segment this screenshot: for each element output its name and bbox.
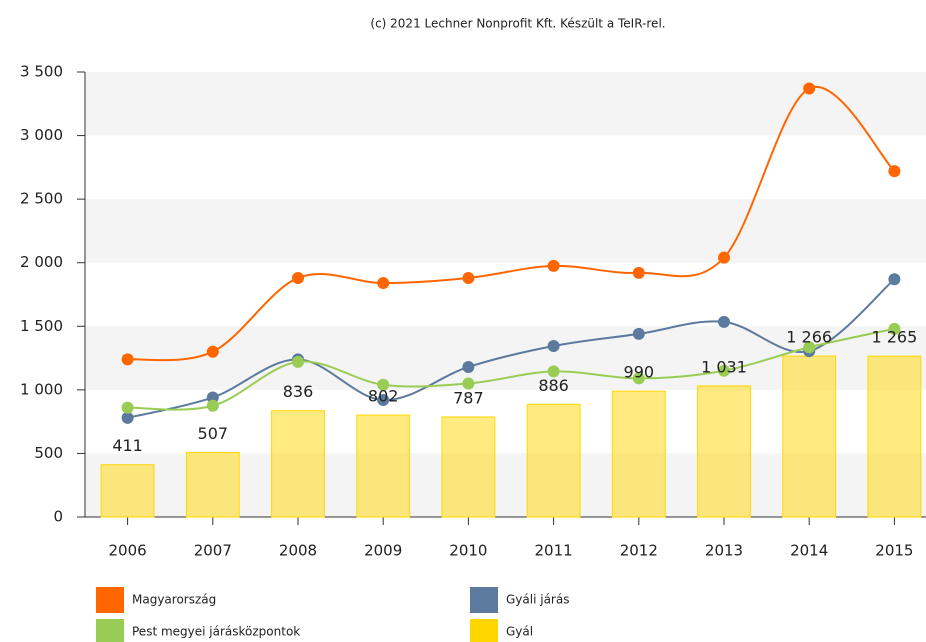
y-tick-label: 1 000 [20, 380, 63, 398]
value-label: 1 031 [701, 357, 747, 376]
line-marker [888, 322, 901, 335]
line [127, 85, 896, 362]
line-marker [547, 339, 560, 352]
line-marker [718, 315, 730, 328]
bar [611, 390, 666, 518]
y-tick-label: 1 500 [20, 317, 63, 335]
line-marker [547, 365, 560, 378]
y-tick-label: 0 [53, 508, 63, 526]
line-marker [377, 277, 390, 290]
line-marker [632, 372, 645, 385]
x-tick-label: 2006 [109, 542, 147, 560]
line-marker [292, 271, 304, 284]
value-label: 886 [538, 376, 569, 395]
value-label: 507 [198, 424, 229, 443]
plot-band [85, 199, 926, 263]
line-marker [206, 345, 219, 358]
x-tick-label: 2010 [449, 542, 487, 560]
x-tick-label: 2008 [279, 542, 317, 560]
line-marker [462, 377, 475, 390]
line-marker [121, 353, 134, 366]
legend-label: Gyál [506, 625, 533, 639]
line [127, 278, 896, 419]
legend-swatch [96, 587, 124, 613]
y-tick-label: 3 000 [20, 126, 63, 144]
bar [356, 414, 411, 518]
line-marker [206, 399, 219, 412]
y-tick-label: 2 000 [20, 253, 63, 271]
bar [697, 385, 751, 518]
y-tick-label: 3 500 [20, 63, 63, 81]
bar [441, 416, 496, 518]
x-tick-label: 2015 [875, 542, 913, 560]
bar [100, 464, 155, 518]
line-marker [462, 360, 475, 373]
y-tick-label: 2 500 [20, 190, 63, 208]
legend-swatch [470, 587, 498, 613]
x-tick-label: 2013 [705, 542, 743, 560]
value-label: 990 [624, 363, 655, 382]
line-marker [292, 355, 304, 368]
bar [185, 452, 240, 518]
legend-swatch [470, 619, 498, 642]
line-marker [206, 391, 219, 404]
line-marker [121, 401, 134, 414]
credit: (c) 2021 Lechner Nonprofit Kft. Készült … [370, 17, 665, 31]
x-tick-label: 2009 [364, 542, 402, 560]
line-marker [718, 364, 730, 377]
line [127, 327, 895, 411]
value-label: 411 [112, 436, 143, 455]
x-tick-label: 2012 [620, 542, 658, 560]
legend-label: Magyarország [132, 593, 216, 607]
bar [867, 355, 922, 518]
line-marker [462, 271, 475, 284]
line-marker [377, 394, 390, 407]
line-marker [888, 165, 901, 178]
value-label: 836 [283, 382, 314, 401]
line-marker [803, 82, 816, 95]
legend-label: Pest megyei járásközpontok [132, 625, 300, 639]
bar [271, 410, 325, 518]
bar [782, 355, 837, 518]
line-marker [121, 411, 134, 424]
line-marker [632, 327, 645, 340]
line-marker [632, 266, 645, 279]
line-marker [888, 273, 901, 286]
legend-swatch [96, 619, 124, 642]
value-label: 802 [368, 387, 399, 406]
line-marker [547, 259, 560, 272]
bar [526, 403, 581, 518]
value-label: 1 265 [871, 328, 917, 347]
value-label: 787 [453, 388, 484, 407]
y-tick-label: 500 [34, 444, 63, 462]
line-marker [718, 251, 730, 264]
plot-band [85, 72, 926, 136]
x-tick-label: 2014 [790, 542, 828, 560]
line-marker [803, 341, 816, 354]
line-marker [377, 378, 390, 391]
x-tick-label: 2007 [194, 542, 232, 560]
legend-label: Gyáli járás [506, 593, 569, 607]
value-label: 1 266 [786, 328, 832, 347]
x-tick-label: 2011 [535, 542, 573, 560]
